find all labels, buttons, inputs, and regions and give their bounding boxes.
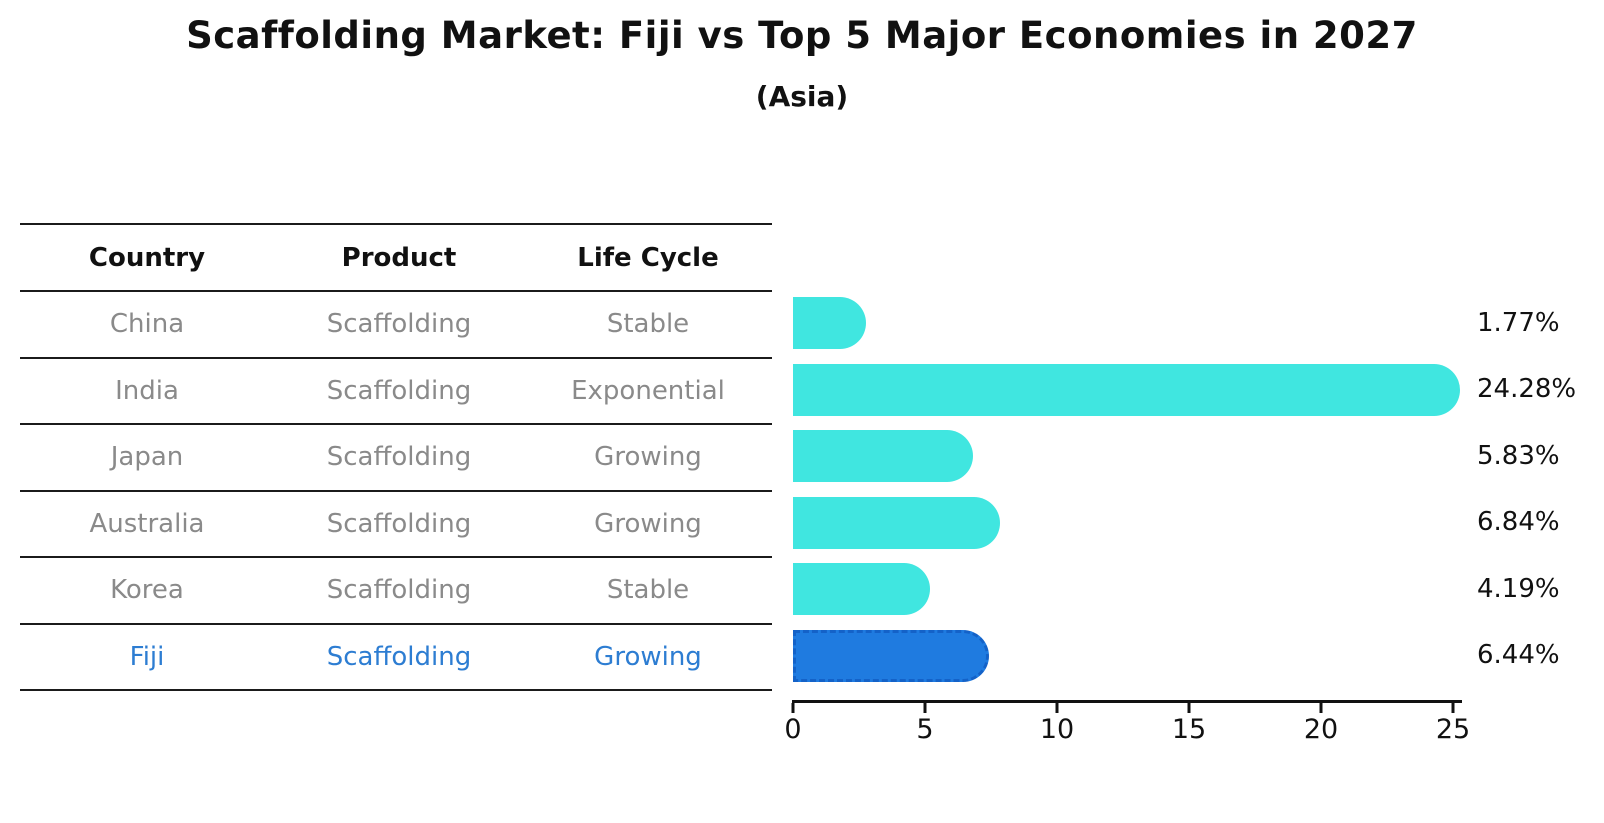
bar-australia bbox=[793, 496, 1000, 549]
product-cell: Scaffolding bbox=[326, 309, 472, 340]
table-row-5: Fiji Scaffolding Growing bbox=[20, 625, 772, 691]
country-table: Country Product Life Cycle China Scaffol… bbox=[20, 223, 772, 691]
product-cell: Scaffolding bbox=[326, 442, 472, 473]
x-tick-label: 15 bbox=[1171, 714, 1207, 745]
table-header-life-cycle: Life Cycle bbox=[577, 242, 719, 273]
x-tick-label: 10 bbox=[1039, 714, 1075, 745]
value-label-china: 1.77% bbox=[1477, 308, 1560, 338]
value-label-australia: 6.84% bbox=[1477, 507, 1560, 537]
x-tick-label: 20 bbox=[1303, 714, 1339, 745]
table-row-3: Australia Scaffolding Growing bbox=[20, 492, 772, 558]
product-cell: Scaffolding bbox=[326, 508, 472, 539]
x-tick-label: 25 bbox=[1435, 714, 1471, 745]
country-cell: Japan bbox=[110, 442, 184, 473]
table-header-product: Product bbox=[341, 242, 457, 273]
life-cycle-cell: Exponential bbox=[571, 375, 725, 406]
x-axis-tick bbox=[1055, 703, 1059, 713]
table-row-0: China Scaffolding Stable bbox=[20, 292, 772, 359]
life-cycle-cell: Stable bbox=[606, 575, 690, 606]
life-cycle-cell: Stable bbox=[606, 309, 690, 340]
product-cell: Scaffolding bbox=[326, 575, 472, 606]
value-label-india: 24.28% bbox=[1477, 374, 1577, 404]
chart-title: Scaffolding Market: Fiji vs Top 5 Major … bbox=[186, 14, 1418, 57]
country-cell: China bbox=[109, 309, 185, 340]
bar-china bbox=[793, 297, 866, 349]
product-cell: Scaffolding bbox=[326, 375, 472, 406]
bar-japan bbox=[793, 430, 973, 482]
x-tick-label: 0 bbox=[784, 714, 802, 745]
table-header-row: Country Product Life Cycle bbox=[20, 225, 772, 292]
x-axis-tick bbox=[1187, 703, 1191, 713]
value-label-korea: 4.19% bbox=[1477, 574, 1560, 604]
x-tick-label: 5 bbox=[916, 714, 934, 745]
chart-subtitle: (Asia) bbox=[755, 80, 849, 113]
value-label-japan: 5.83% bbox=[1477, 441, 1560, 471]
value-label-fiji: 6.44% bbox=[1477, 640, 1560, 670]
life-cycle-cell: Growing bbox=[594, 442, 702, 473]
x-axis-line: 0 5 10 15 20 25 bbox=[784, 700, 1470, 745]
life-cycle-cell: Growing bbox=[594, 508, 702, 539]
x-axis-tick bbox=[1451, 703, 1455, 713]
life-cycle-cell: Growing bbox=[594, 641, 702, 672]
x-axis-tick bbox=[923, 703, 927, 713]
x-axis-tick bbox=[1319, 703, 1323, 713]
product-cell: Scaffolding bbox=[326, 641, 472, 672]
x-axis-tick bbox=[791, 703, 795, 713]
country-cell: India bbox=[115, 375, 179, 406]
table-row-2: Japan Scaffolding Growing bbox=[20, 425, 772, 492]
table-row-1: India Scaffolding Exponential bbox=[20, 359, 772, 425]
table-row-4: Korea Scaffolding Stable bbox=[20, 558, 772, 625]
country-cell: Australia bbox=[89, 508, 205, 539]
country-cell: Fiji bbox=[129, 641, 165, 672]
bar-india bbox=[793, 363, 1460, 416]
country-cell: Korea bbox=[110, 575, 184, 606]
table-header-country: Country bbox=[88, 242, 206, 273]
bar-korea bbox=[793, 563, 930, 615]
bar-plot bbox=[793, 223, 1463, 690]
bar-fiji bbox=[793, 629, 989, 682]
